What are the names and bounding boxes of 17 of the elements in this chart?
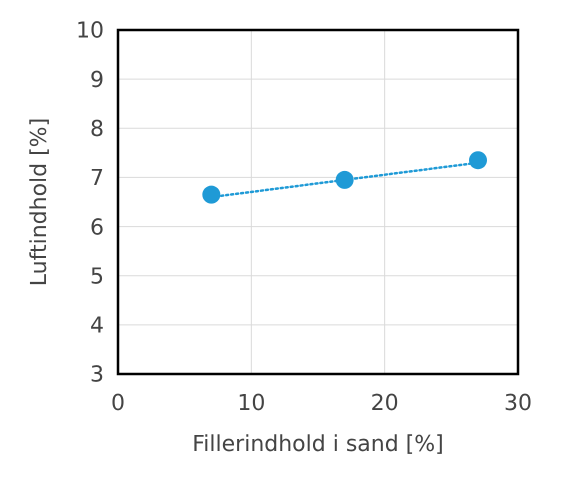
y-tick-label: 9 xyxy=(90,68,104,93)
y-tick-label: 10 xyxy=(76,18,104,44)
y-tick-label: 3 xyxy=(90,362,104,388)
point xyxy=(469,151,487,170)
y-tick-label: 5 xyxy=(90,264,104,290)
y-tick-label: 7 xyxy=(90,166,104,192)
y-tick-label: 6 xyxy=(90,215,104,240)
point xyxy=(336,170,354,189)
y-tick-label: 4 xyxy=(90,314,104,339)
x-tick-label: 10 xyxy=(237,391,266,416)
x-tick-label: 20 xyxy=(370,391,399,416)
y-axis-title: Luftindhold [%] xyxy=(27,118,52,286)
x-axis-title: Fillerindhold i sand [%] xyxy=(192,432,444,457)
x-tick-label: 0 xyxy=(111,391,125,416)
y-tick-label: 8 xyxy=(90,116,104,142)
x-tick-label: 30 xyxy=(504,391,532,416)
point xyxy=(202,186,220,204)
